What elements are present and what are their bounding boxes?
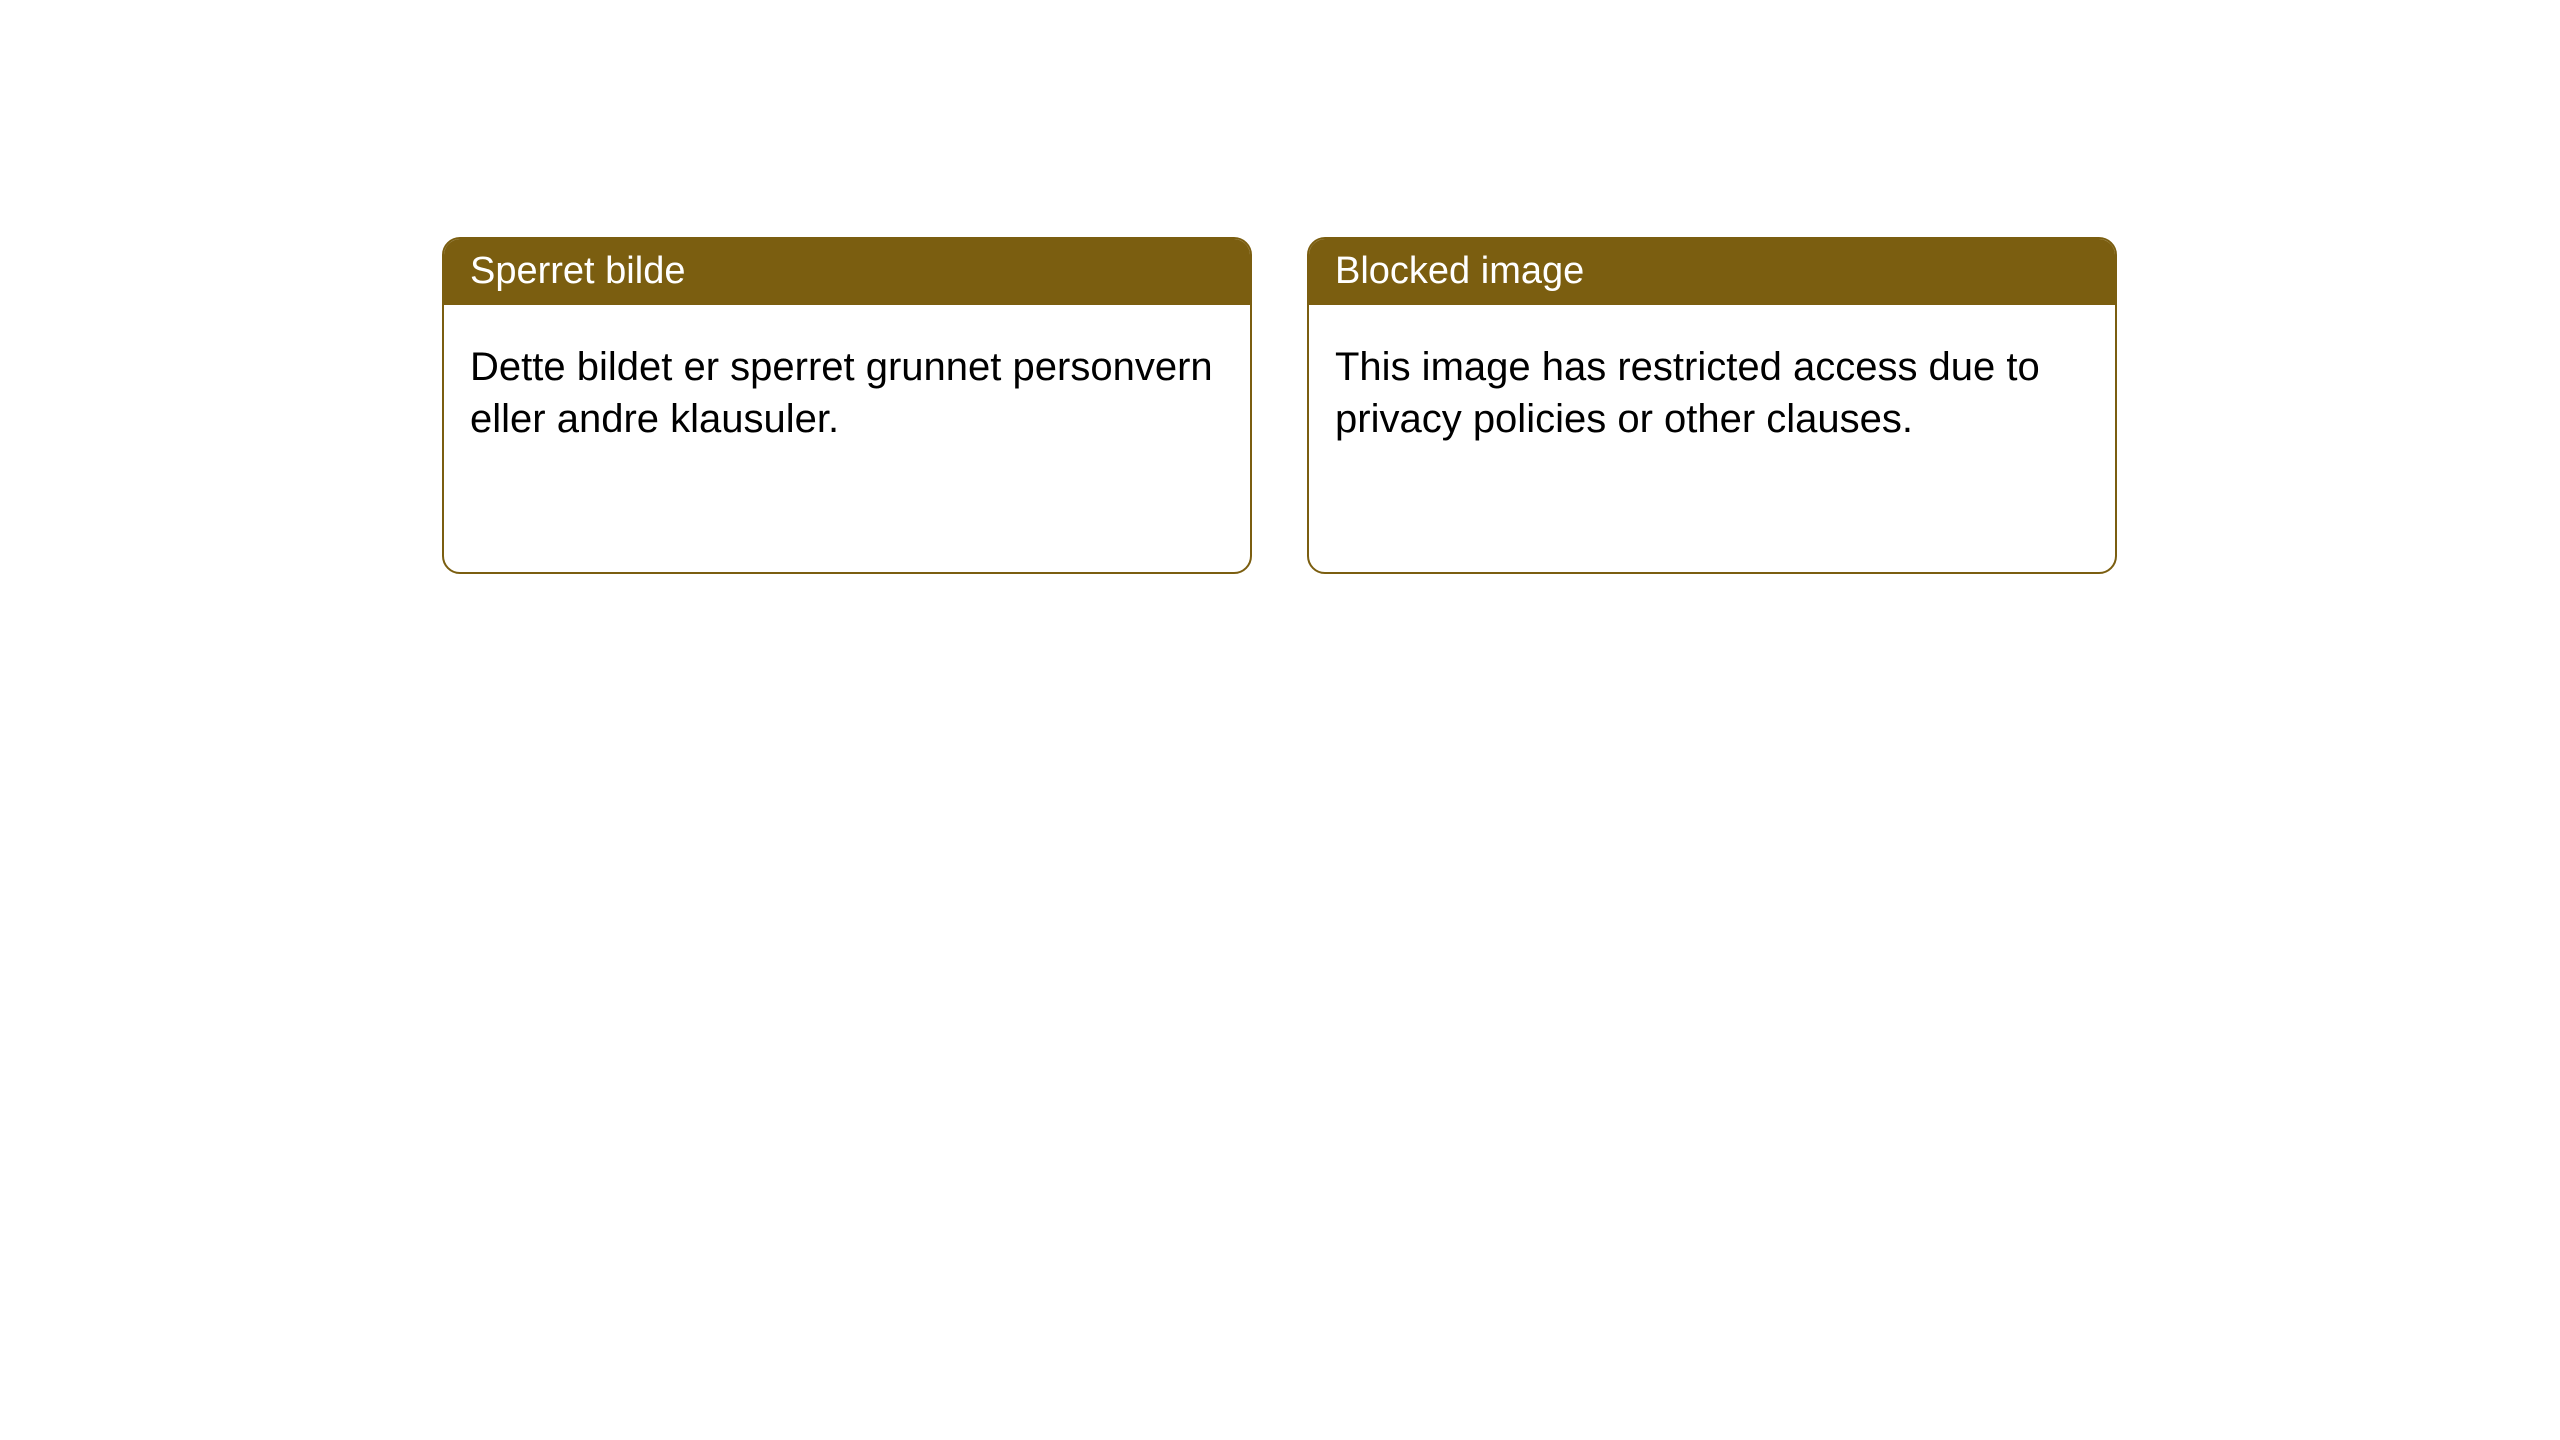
notice-container: Sperret bilde Dette bildet er sperret gr… xyxy=(0,0,2560,574)
notice-body-norwegian: Dette bildet er sperret grunnet personve… xyxy=(444,305,1250,471)
notice-header-norwegian: Sperret bilde xyxy=(444,239,1250,305)
notice-body-english: This image has restricted access due to … xyxy=(1309,305,2115,471)
notice-card-norwegian: Sperret bilde Dette bildet er sperret gr… xyxy=(442,237,1252,574)
notice-card-english: Blocked image This image has restricted … xyxy=(1307,237,2117,574)
notice-header-english: Blocked image xyxy=(1309,239,2115,305)
